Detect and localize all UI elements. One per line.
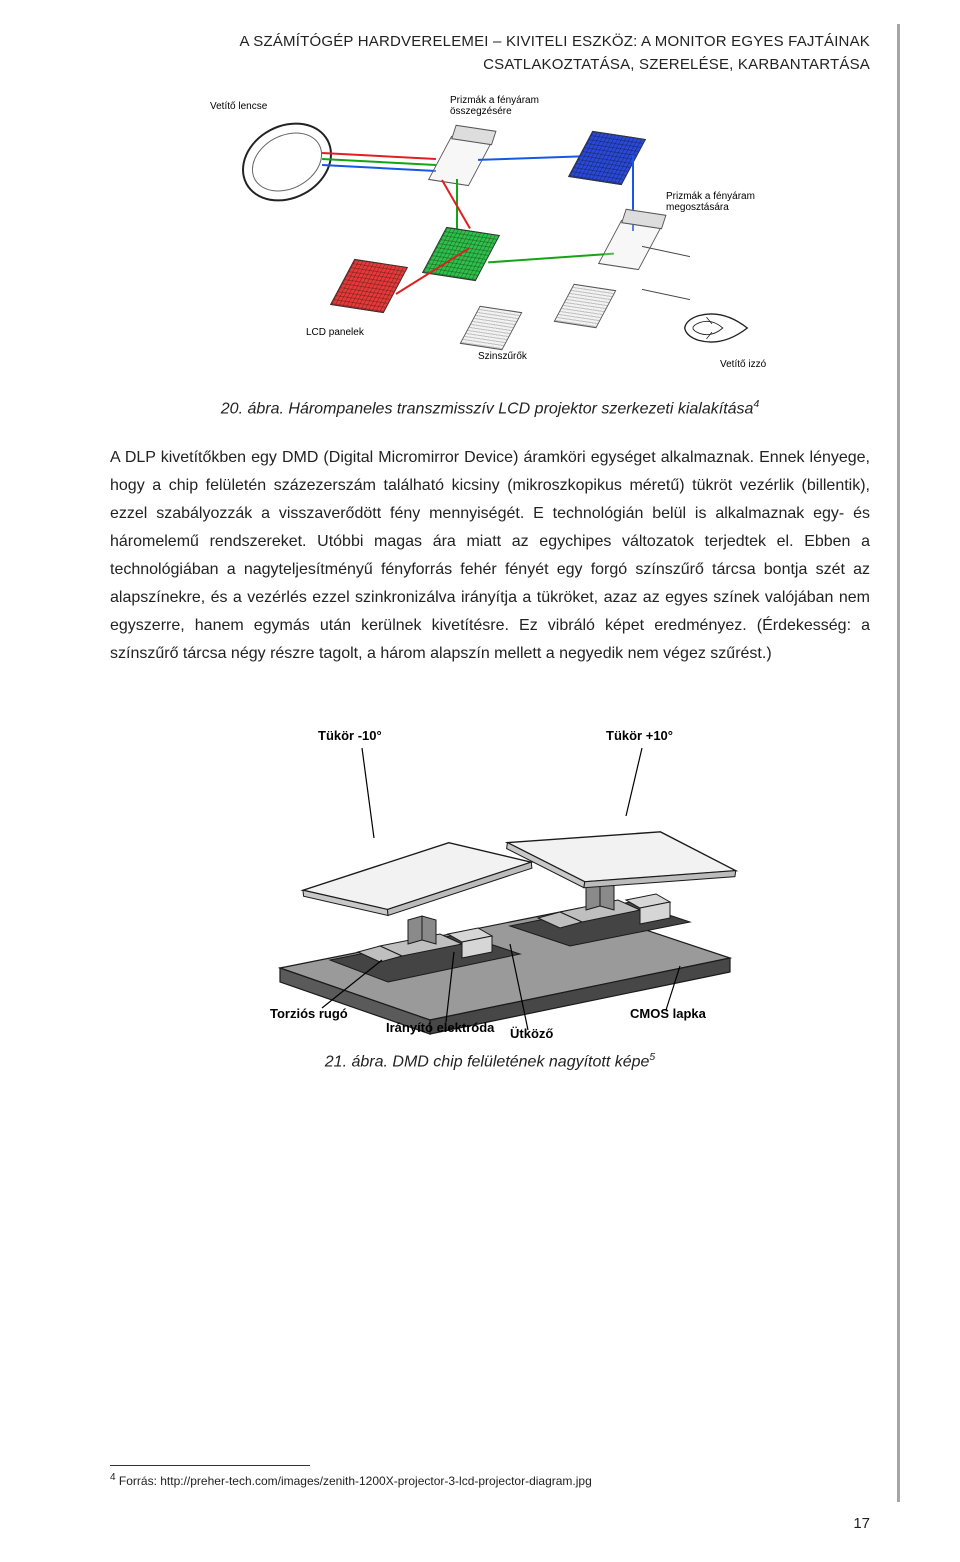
footnote-rule — [110, 1465, 310, 1466]
white-beam — [642, 245, 690, 299]
footnote-4-mark: 4 — [110, 1472, 116, 1483]
figure-21-caption: 21. ábra. DMD chip felületének nagyított… — [110, 1052, 870, 1071]
figure-21: Tükör -10° Tükör +10° Torziós rugó Irány… — [110, 708, 870, 1071]
label-lcd-panels: LCD panelek — [306, 327, 386, 339]
label-mirror-right: Tükör +10° — [606, 728, 673, 743]
beam-blue-2 — [478, 155, 588, 161]
header-line-1: A SZÁMÍTÓGÉP HARDVERELEMEI – KIVITELI ES… — [110, 30, 870, 53]
figure-20-caption: 20. ábra. Hárompaneles transzmisszív LCD… — [110, 399, 870, 418]
label-lens: Vetítő lencse — [210, 101, 270, 113]
footnote-block: 4 Forrás: http://preher-tech.com/images/… — [110, 1465, 870, 1488]
label-stopper: Ütköző — [510, 1026, 553, 1041]
figure-21-footnote-mark: 5 — [649, 1052, 655, 1063]
projection-lamp-icon — [682, 306, 750, 350]
beam-green-3 — [488, 252, 614, 263]
footnote-4: 4 Forrás: http://preher-tech.com/images/… — [110, 1472, 870, 1488]
page-number: 17 — [853, 1515, 870, 1532]
page: A SZÁMÍTÓGÉP HARDVERELEMEI – KIVITELI ES… — [0, 0, 960, 1562]
label-combine-prism: Prizmák a fényáram összegzésére — [450, 95, 540, 118]
figure-20-footnote-mark: 4 — [753, 399, 759, 410]
lcd-panel-blue — [568, 130, 646, 184]
label-mirror-left: Tükör -10° — [318, 728, 382, 743]
lcd-panel-red — [330, 258, 408, 312]
projection-lens — [228, 107, 346, 216]
header-line-2: CSATLAKOZTATÁSA, SZERELÉSE, KARBANTARTÁS… — [110, 53, 870, 76]
figure-21-caption-text: 21. ábra. DMD chip felületének nagyított… — [325, 1053, 650, 1070]
label-split-prism: Prizmák a fényáram megosztására — [666, 191, 756, 214]
dmd-svg — [210, 708, 770, 1038]
lcd-projector-diagram: Vetítő lencse Prizmák a fényáram összegz… — [210, 95, 770, 385]
label-eye: Vetítő izzó — [720, 359, 770, 371]
body-paragraph: A DLP kivetítőkben egy DMD (Digital Micr… — [110, 444, 870, 668]
label-torsion: Torziós rugó — [270, 1006, 348, 1021]
dmd-chip-diagram: Tükör -10° Tükör +10° Torziós rugó Irány… — [210, 708, 770, 1038]
figure-20: Vetítő lencse Prizmák a fényáram összegz… — [110, 95, 870, 418]
filter-1 — [460, 305, 523, 349]
footnote-4-text: Forrás: http://preher-tech.com/images/ze… — [119, 1474, 592, 1488]
label-electrode: Irányító elektróda — [386, 1020, 494, 1035]
label-filters: Szinszűrők — [478, 351, 558, 363]
filter-2 — [554, 283, 617, 327]
label-cmos: CMOS lapka — [630, 1006, 706, 1021]
side-rule — [897, 24, 900, 1502]
page-header: A SZÁMÍTÓGÉP HARDVERELEMEI – KIVITELI ES… — [110, 30, 870, 77]
figure-20-caption-text: 20. ábra. Hárompaneles transzmisszív LCD… — [221, 400, 754, 417]
